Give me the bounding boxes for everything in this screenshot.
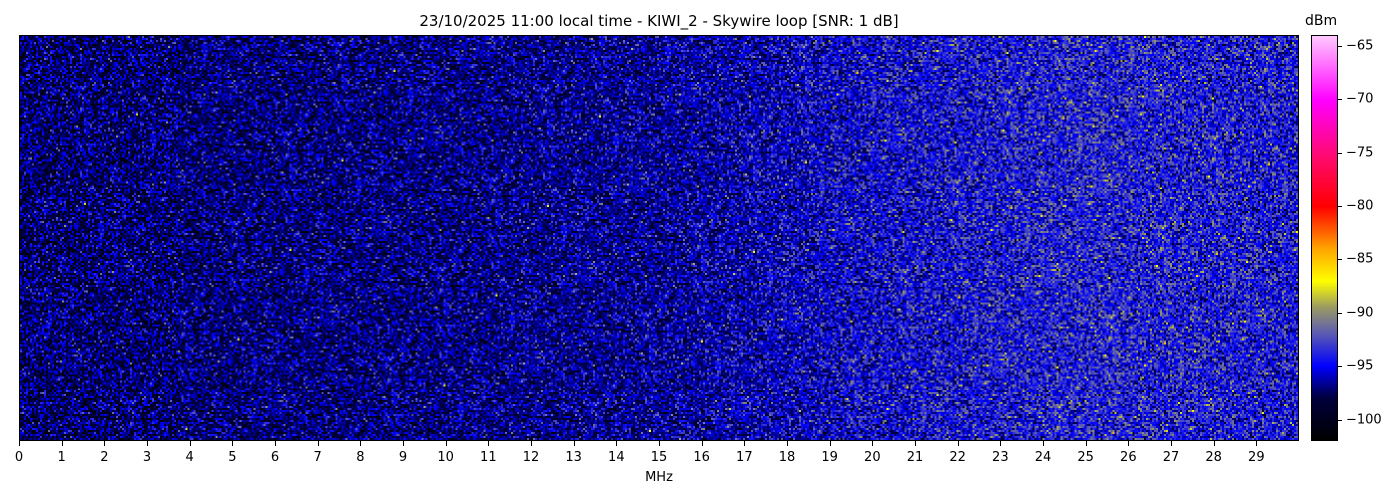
x-tick-label: 4 [185, 450, 194, 465]
x-tick-mark [616, 441, 618, 446]
x-tick-mark [488, 441, 490, 446]
x-axis-label: MHz [645, 470, 673, 485]
x-tick-label: 10 [437, 450, 454, 465]
x-tick-mark [1171, 441, 1172, 446]
x-tick-label: 25 [1077, 450, 1094, 465]
x-tick-mark [275, 441, 276, 446]
x-tick-label: 6 [270, 450, 280, 465]
x-tick-label: 5 [228, 450, 237, 465]
x-tick-mark [701, 441, 703, 446]
x-tick-mark [1128, 441, 1130, 446]
x-tick-label: 28 [1205, 450, 1222, 465]
x-tick-label: 0 [14, 450, 24, 465]
colorbar-tick-mark [1338, 419, 1342, 421]
colorbar-tick-label: −90 [1346, 305, 1374, 321]
x-tick-label: 22 [949, 450, 966, 465]
colorbar-label: dBm [1305, 13, 1338, 29]
heatmap-plot [19, 35, 1299, 441]
x-tick-mark [872, 441, 874, 446]
x-tick-mark [531, 441, 532, 446]
x-tick-label: 26 [1120, 450, 1137, 465]
x-tick-mark [104, 441, 106, 446]
colorbar-tick-label: −80 [1346, 198, 1374, 214]
x-tick-mark [147, 441, 148, 446]
colorbar-tick-mark [1338, 205, 1342, 207]
x-tick-label: 29 [1248, 450, 1265, 465]
x-tick-label: 27 [1162, 450, 1180, 465]
colorbar-tick-mark [1338, 366, 1342, 368]
x-tick-label: 7 [313, 450, 322, 465]
x-tick-label: 11 [480, 450, 497, 465]
x-tick-label: 16 [693, 450, 710, 465]
x-tick-mark [232, 441, 234, 446]
x-tick-label: 3 [142, 450, 152, 465]
colorbar-tick-mark [1338, 99, 1342, 101]
x-tick-label: 24 [1034, 450, 1052, 465]
colorbar-tick-label: −100 [1346, 412, 1382, 428]
x-tick-label: 15 [650, 450, 668, 465]
chart-title: 23/10/2025 11:00 local time - KIWI_2 - S… [419, 12, 899, 30]
x-tick-mark [61, 441, 63, 446]
x-tick-mark [317, 441, 319, 446]
x-tick-mark [1043, 441, 1044, 446]
x-tick-mark [573, 441, 575, 446]
x-tick-mark [1213, 441, 1215, 446]
x-tick-mark [1000, 441, 1002, 446]
x-tick-label: 1 [57, 450, 66, 465]
colorbar-tick-mark [1338, 312, 1342, 314]
colorbar-tick-mark [1338, 259, 1342, 261]
colorbar-tick-label: −85 [1346, 251, 1374, 267]
x-tick-mark [19, 441, 20, 446]
x-tick-mark [957, 441, 959, 446]
x-tick-mark [189, 441, 191, 446]
x-tick-mark [744, 441, 746, 446]
x-tick-mark [659, 441, 660, 446]
x-tick-label: 14 [608, 450, 625, 465]
x-tick-label: 2 [100, 450, 109, 465]
colorbar-tick-mark [1338, 152, 1342, 154]
x-tick-label: 9 [398, 450, 408, 465]
colorbar-tick-label: −95 [1346, 358, 1374, 374]
x-tick-label: 19 [821, 450, 838, 465]
x-tick-mark [445, 441, 447, 446]
x-tick-label: 20 [864, 450, 881, 465]
x-tick-label: 18 [778, 450, 796, 465]
colorbar-tick-label: −65 [1346, 38, 1374, 54]
x-tick-mark [915, 441, 916, 446]
x-tick-mark [1256, 441, 1258, 446]
colorbar [1311, 35, 1338, 441]
x-tick-label: 13 [565, 450, 582, 465]
x-tick-mark [403, 441, 404, 446]
x-tick-label: 12 [522, 450, 540, 465]
x-tick-mark [787, 441, 788, 446]
x-tick-mark [360, 441, 362, 446]
colorbar-tick-label: −70 [1346, 91, 1374, 107]
x-tick-label: 8 [356, 450, 365, 465]
colorbar-tick-label: −75 [1346, 145, 1374, 161]
x-tick-mark [1085, 441, 1087, 446]
x-tick-label: 23 [992, 450, 1009, 465]
x-tick-label: 21 [906, 450, 924, 465]
x-tick-mark [829, 441, 831, 446]
x-tick-label: 17 [736, 450, 753, 465]
colorbar-tick-mark [1338, 45, 1342, 47]
